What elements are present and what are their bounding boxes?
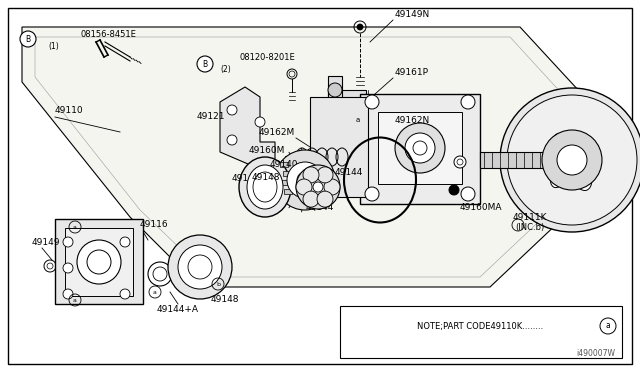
Text: b: b [216, 282, 220, 286]
Text: 08156-8451E: 08156-8451E [80, 29, 136, 38]
Circle shape [335, 115, 345, 125]
Ellipse shape [247, 165, 283, 209]
Circle shape [255, 117, 265, 127]
Circle shape [405, 133, 435, 163]
Circle shape [148, 262, 172, 286]
Circle shape [303, 191, 319, 207]
Circle shape [395, 123, 445, 173]
Circle shape [454, 156, 466, 168]
Bar [310, 97, 368, 197]
Circle shape [324, 179, 340, 195]
Circle shape [77, 240, 121, 284]
Text: (1): (1) [48, 42, 59, 51]
Circle shape [20, 31, 36, 47]
Circle shape [275, 150, 335, 210]
Text: 49111K: 49111K [513, 212, 547, 221]
Circle shape [365, 187, 379, 201]
Text: 49121: 49121 [197, 112, 225, 121]
Circle shape [227, 105, 237, 115]
Circle shape [507, 95, 637, 225]
Circle shape [63, 289, 73, 299]
Polygon shape [220, 87, 275, 167]
Circle shape [500, 88, 640, 232]
Bar [360, 94, 480, 204]
Text: a: a [73, 298, 77, 302]
Text: 49144: 49144 [335, 167, 364, 176]
Text: B: B [202, 60, 207, 68]
Text: (INC.b): (INC.b) [515, 222, 545, 231]
Bar [328, 90, 366, 104]
Text: 49149: 49149 [32, 237, 61, 247]
Circle shape [317, 191, 333, 207]
Text: 49110: 49110 [55, 106, 84, 115]
Circle shape [303, 167, 319, 183]
Text: 49160MA: 49160MA [460, 202, 502, 212]
Text: 49149N: 49149N [395, 10, 430, 19]
Polygon shape [22, 27, 580, 287]
Text: 49160M: 49160M [248, 145, 285, 154]
Bar [283, 171, 291, 176]
Ellipse shape [550, 166, 566, 187]
Circle shape [120, 289, 130, 299]
Text: 49116: 49116 [140, 219, 168, 228]
Circle shape [287, 162, 323, 198]
Bar [340, 306, 622, 358]
Bar [480, 152, 570, 168]
Text: 49140: 49140 [270, 160, 298, 169]
Text: a: a [73, 224, 77, 230]
Bar [280, 180, 288, 185]
Text: a: a [605, 321, 611, 330]
Text: 49162N: 49162N [395, 115, 430, 125]
Text: a: a [153, 289, 157, 295]
Text: 49148: 49148 [211, 295, 239, 305]
Circle shape [338, 118, 342, 122]
Text: a: a [356, 117, 360, 123]
Bar [280, 162, 288, 167]
Ellipse shape [572, 163, 592, 190]
Circle shape [328, 83, 342, 97]
Circle shape [296, 165, 340, 209]
Text: 49148: 49148 [252, 173, 280, 182]
Circle shape [168, 235, 232, 299]
Circle shape [178, 245, 222, 289]
Text: B: B [26, 35, 31, 44]
Circle shape [461, 95, 475, 109]
Circle shape [44, 260, 56, 272]
Circle shape [63, 237, 73, 247]
Bar [92, 260, 104, 270]
Text: 49144+A: 49144+A [157, 305, 199, 314]
Circle shape [317, 167, 333, 183]
Circle shape [296, 179, 312, 195]
Circle shape [227, 135, 237, 145]
Circle shape [449, 185, 459, 195]
Text: 49144: 49144 [306, 202, 334, 212]
Circle shape [197, 56, 213, 72]
Text: i490007W: i490007W [576, 349, 615, 358]
Bar [328, 76, 342, 104]
Circle shape [357, 24, 363, 30]
Circle shape [350, 112, 366, 128]
Ellipse shape [552, 134, 572, 160]
Text: 49162M: 49162M [259, 128, 295, 137]
Circle shape [461, 187, 475, 201]
Circle shape [63, 263, 73, 273]
Bar [284, 189, 292, 194]
Ellipse shape [239, 157, 291, 217]
Bar [378, 112, 462, 184]
Bar [55, 219, 143, 304]
Circle shape [313, 182, 323, 192]
Circle shape [557, 145, 587, 175]
Text: 49161P: 49161P [395, 67, 429, 77]
Circle shape [542, 130, 602, 190]
Text: NOTE;PART CODE49110K........: NOTE;PART CODE49110K........ [417, 321, 543, 330]
Text: (2): (2) [220, 64, 231, 74]
Bar [65, 228, 133, 296]
Circle shape [365, 95, 379, 109]
Text: 49148: 49148 [232, 173, 260, 183]
Text: 08120-8201E: 08120-8201E [240, 52, 296, 61]
Circle shape [120, 237, 130, 247]
